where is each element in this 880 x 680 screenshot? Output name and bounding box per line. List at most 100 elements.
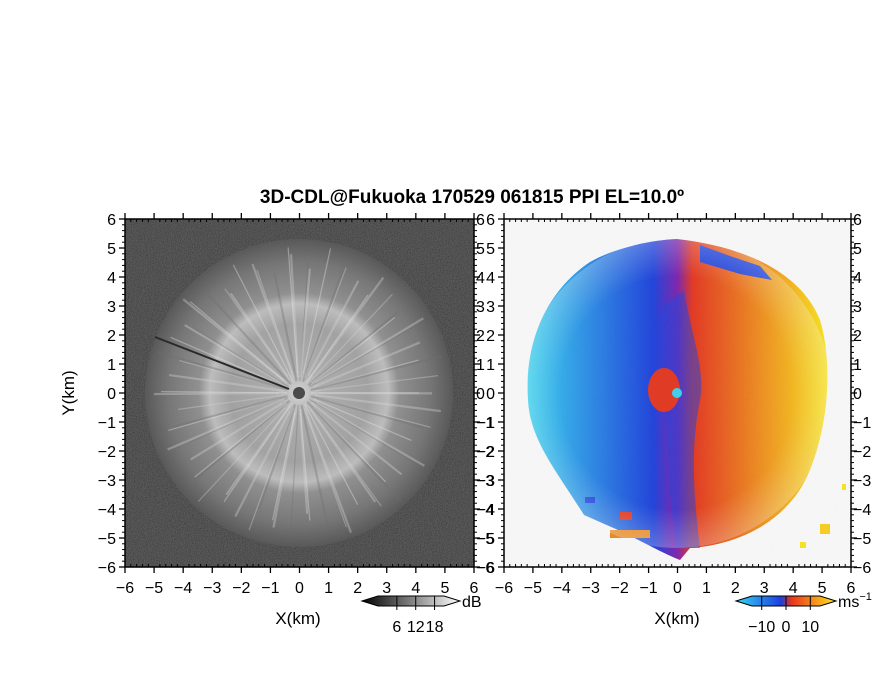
velocity-y-tick-label: 5: [486, 241, 495, 258]
reflectivity-y-tick-label-right: 5: [476, 241, 485, 258]
reflectivity-streak: [184, 324, 283, 384]
reflectivity-streak: [248, 407, 295, 531]
velocity-y-tick-label-right: −3: [853, 473, 871, 490]
velocity-x-tick-label: 0: [673, 580, 682, 597]
reflectivity-streak: [310, 355, 442, 392]
velocity-y-tick-label: 3: [486, 299, 495, 316]
reflectivity-streak: [273, 272, 298, 382]
reflectivity-streak: [307, 405, 382, 507]
reflectivity-streak: [307, 280, 360, 376]
velocity-x-tick-label: −2: [611, 580, 629, 597]
reflectivity-streak: [306, 400, 401, 501]
reflectivity-streak: [190, 402, 283, 461]
reflectivity-streak: [307, 276, 385, 381]
reflectivity-streak: [300, 404, 329, 526]
reflectivity-y-tick-label: −5: [98, 531, 116, 548]
reflectivity-streak: [312, 406, 386, 483]
velocity-panel: −6 −5 −4 −3 −2 −1 0 1 2 3 4 5 66543210−1−2−3−4−5−665…: [477, 212, 872, 597]
reflectivity-y-tick-label-right: 6: [476, 212, 485, 229]
reflectivity-streak: [179, 360, 280, 389]
velocity-x-tick-label: 4: [789, 580, 798, 597]
reflectivity-streak: [167, 398, 285, 451]
reflectivity-streak: [315, 317, 424, 384]
reflectivity-streak: [257, 403, 297, 510]
reflectivity-streak: [168, 397, 280, 432]
reflectivity-axes: −6 −5 −4 −3 −2 −1 0 1 2 3 4 5 66543210−1−2−3−4−5−665…: [98, 212, 495, 597]
reflectivity-streak: [153, 392, 280, 396]
reflectivity-y-tick-label-right: 4: [476, 270, 485, 287]
reflectivity-colorbar-bar: [360, 595, 462, 607]
reflectivity-y-tick-label-right: −1: [476, 415, 494, 432]
velocity-y-tick-label-right: −2: [853, 444, 871, 461]
reflectivity-streak: [232, 264, 295, 383]
radar-center-dot: [293, 387, 305, 399]
reflectivity-streak: [303, 407, 353, 534]
reflectivity-streak: [189, 397, 289, 443]
velocity-colorbar-tick-label: 0: [782, 619, 791, 636]
velocity-colorbar-tick-label: −10: [748, 619, 775, 636]
reflectivity-y-tick-label-right: −6: [476, 560, 494, 577]
velocity-colorbar: −10 0 10 ms−1: [734, 591, 872, 636]
reflectivity-y-tick-label-right: −2: [476, 444, 494, 461]
reflectivity-streak: [318, 359, 419, 389]
reflectivity-streak: [256, 269, 294, 375]
velocity-x-tick-label: −6: [495, 580, 513, 597]
velocity-x-tick-label: 6: [847, 580, 856, 597]
velocity-y-tick-label-right: 4: [853, 270, 862, 287]
velocity-y-tick-label: 2: [486, 328, 495, 345]
reflectivity-y-tick-label: 5: [107, 241, 116, 258]
velocity-x-tick-label: 1: [702, 580, 711, 597]
reflectivity-colorbar-unit: dB: [462, 594, 482, 611]
reflectivity-colorbar-tick-label: 12: [407, 619, 425, 636]
reflectivity-streak: [309, 408, 377, 503]
reflectivity-y-tick-label: 6: [107, 212, 116, 229]
velocity-x-tick-label: 5: [818, 580, 827, 597]
reflectivity-x-tick-label: 0: [295, 580, 304, 597]
reflectivity-panel: −6 −5 −4 −3 −2 −1 0 1 2 3 4 5 66543210−1−2−3−4−5−665…: [98, 212, 495, 597]
velocity-colorbar-ticks: −10 0 10: [748, 596, 819, 636]
reflectivity-streak: [206, 293, 292, 385]
reflectivity-streak: [305, 294, 369, 384]
reflectivity-y-tick-label: 2: [107, 328, 116, 345]
reflectivity-streak: [251, 263, 295, 379]
reflectivity-streak: [169, 373, 284, 392]
reflectivity-y-tick-label: −4: [98, 502, 116, 519]
velocity-colorbar-unit: ms−1: [838, 591, 872, 611]
reflectivity-y-tick-label-right: −5: [476, 531, 494, 548]
velocity-y-tick-label-right: 0: [853, 386, 862, 403]
reflectivity-y-tick-label: −3: [98, 473, 116, 490]
reflectivity-streak: [308, 398, 418, 465]
reflectivity-streak: [174, 395, 288, 428]
reflectivity-x-tick-label: −2: [232, 580, 250, 597]
velocity-y-tick-label: −3: [477, 473, 495, 490]
reflectivity-x-tick-label: 2: [353, 580, 362, 597]
velocity-y-tick-label: −6: [477, 560, 495, 577]
reflectivity-colorbar: 6 12 18 dB: [360, 594, 482, 636]
reflectivity-streak: [289, 254, 299, 374]
reflectivity-streak: [191, 326, 290, 388]
reflectivity-y-tick-label-right: 3: [476, 299, 485, 316]
velocity-y-tick-label: −1: [477, 415, 495, 432]
y-axis-label: Y(km): [59, 370, 78, 415]
x-axis-label-right: X(km): [654, 609, 699, 628]
velocity-x-tick-label: −4: [553, 580, 571, 597]
reflectivity-streak: [312, 293, 393, 379]
reflectivity-streak: [229, 292, 289, 378]
velocity-y-tick-label-right: 6: [853, 212, 862, 229]
reflectivity-streak: [299, 261, 309, 382]
velocity-y-tick-label-right: −5: [853, 531, 871, 548]
reflectivity-radial-streaks: [153, 247, 442, 537]
reflectivity-streak: [197, 407, 286, 502]
reflectivity-y-tick-label: 4: [107, 270, 116, 287]
reflectivity-streak: [314, 393, 441, 413]
velocity-y-tick-label-right: 5: [853, 241, 862, 258]
reflectivity-y-tick-label: −6: [98, 560, 116, 577]
reflectivity-streak: [287, 247, 299, 378]
reflectivity-x-tick-label: −3: [203, 580, 221, 597]
velocity-y-tick-label: 4: [486, 270, 495, 287]
velocity-speckle-texture: [504, 219, 851, 567]
reflectivity-y-tick-label-right: −3: [476, 473, 494, 490]
reflectivity-streak: [182, 298, 288, 384]
reflectivity-streak: [157, 351, 288, 391]
chart-title: 3D-CDL@Fukuoka 170529 061815 PPI EL=10.0…: [259, 187, 685, 208]
